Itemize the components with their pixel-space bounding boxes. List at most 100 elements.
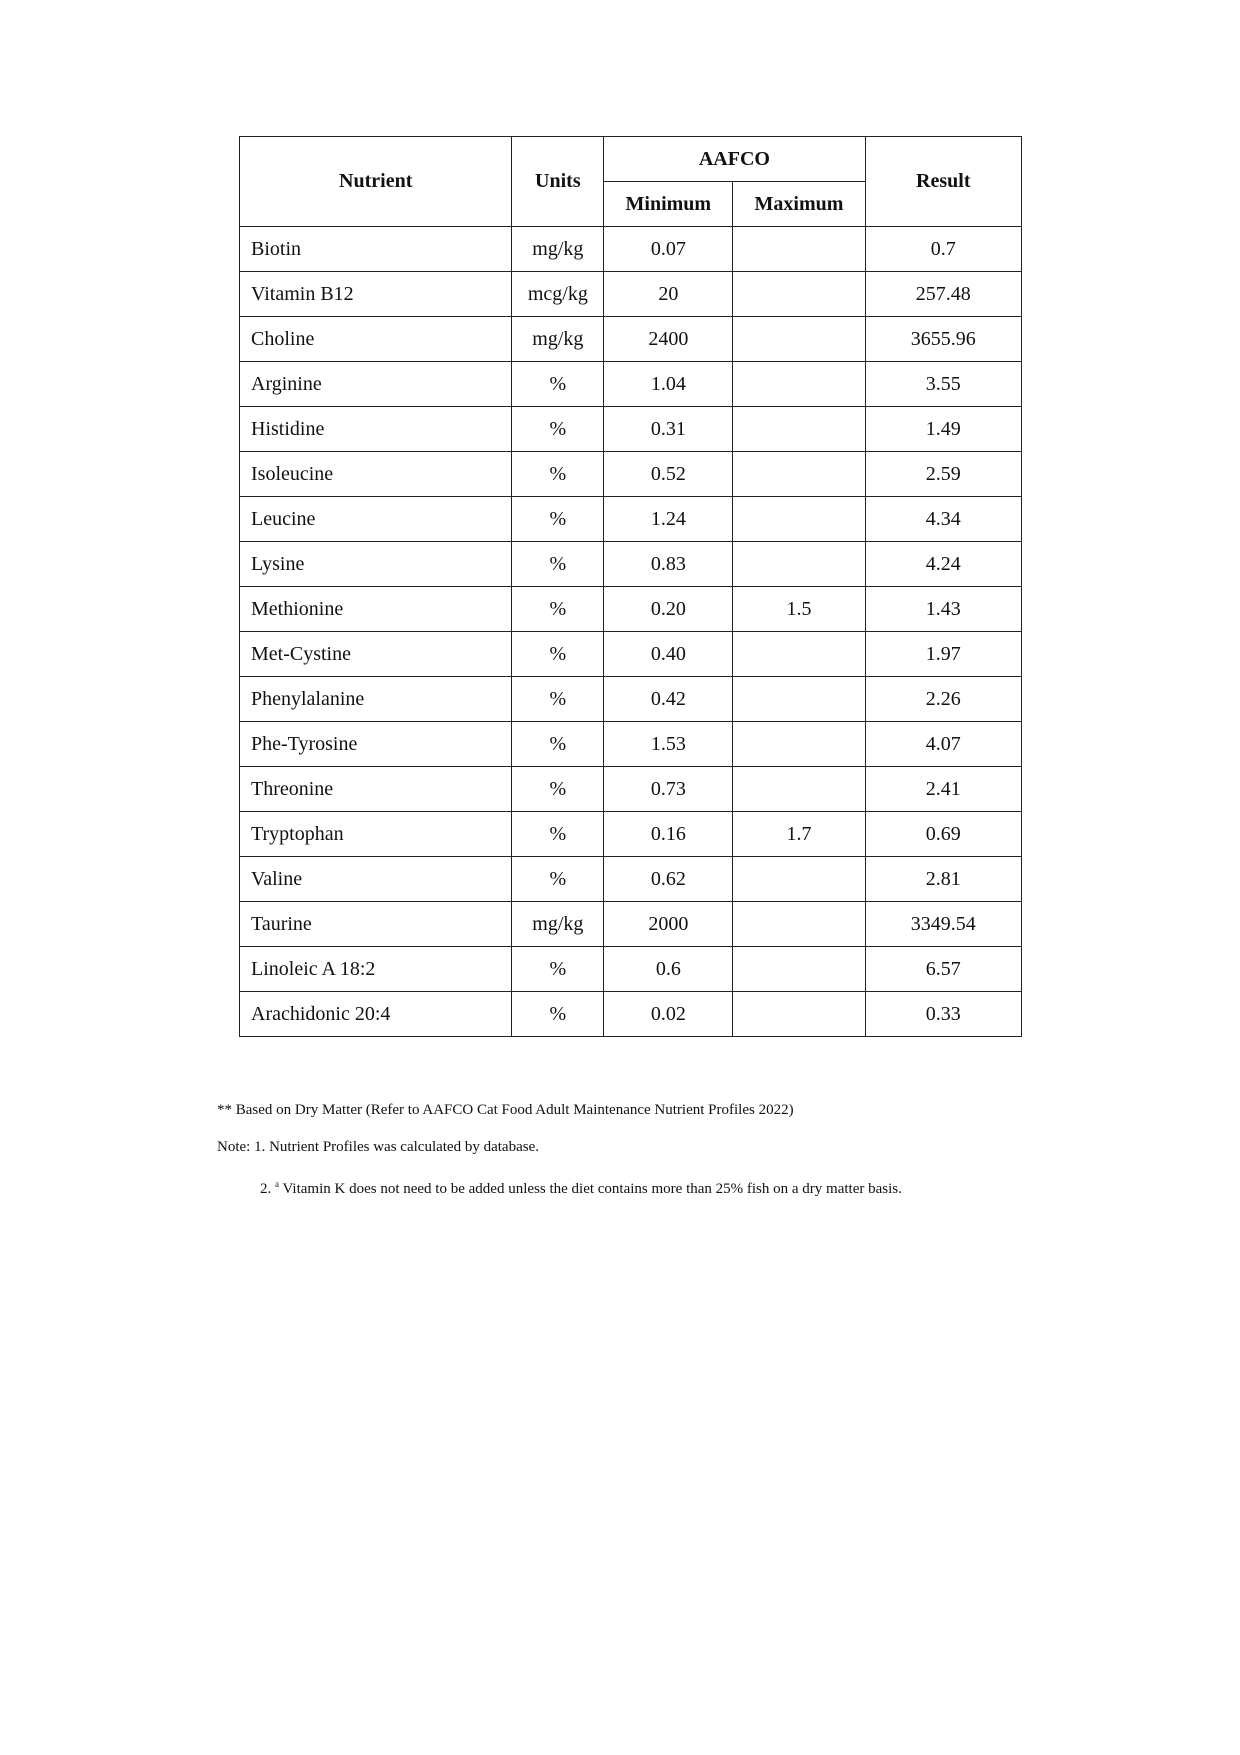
cell-nutrient: Histidine xyxy=(238,406,513,452)
cell-nutrient: Methionine xyxy=(238,586,513,632)
cell-result: 4.07 xyxy=(864,721,1023,767)
cell-nutrient: Choline xyxy=(238,316,513,362)
cell-minimum: 1.24 xyxy=(603,496,734,542)
table-row: Vitamin B12 mcg/kg 20 257.48 xyxy=(238,271,1023,317)
note-2-text: Vitamin K does not need to be added unle… xyxy=(282,1181,902,1197)
cell-units: % xyxy=(511,541,605,587)
cell-minimum: 2400 xyxy=(603,316,734,362)
cell-nutrient: Met-Cystine xyxy=(238,631,513,677)
cell-minimum: 0.02 xyxy=(603,991,734,1037)
cell-maximum xyxy=(732,946,866,992)
cell-minimum: 0.73 xyxy=(603,766,734,812)
cell-maximum xyxy=(732,226,866,272)
cell-result: 3349.54 xyxy=(864,901,1023,947)
cell-maximum xyxy=(732,991,866,1037)
table-row: Taurine mg/kg 2000 3349.54 xyxy=(238,901,1023,947)
footnotes: ** Based on Dry Matter (Refer to AAFCO C… xyxy=(217,1092,902,1208)
cell-maximum: 1.5 xyxy=(732,586,866,632)
cell-units: % xyxy=(511,631,605,677)
cell-units: % xyxy=(511,991,605,1037)
cell-nutrient: Tryptophan xyxy=(238,811,513,857)
cell-result: 2.81 xyxy=(864,856,1023,902)
cell-maximum xyxy=(732,676,866,722)
cell-maximum xyxy=(732,766,866,812)
table-row: Isoleucine% 0.52 2.59 xyxy=(238,451,1023,497)
table-row: Met-Cystine% 0.40 1.97 xyxy=(238,631,1023,677)
table-row: Tryptophan% 0.16 1.7 0.69 xyxy=(238,811,1023,857)
table-row: Leucine% 1.24 4.34 xyxy=(238,496,1023,542)
cell-result: 1.49 xyxy=(864,406,1023,452)
cell-units: mg/kg xyxy=(511,901,605,947)
cell-nutrient: Biotin xyxy=(238,226,513,272)
cell-nutrient: Threonine xyxy=(238,766,513,812)
cell-maximum xyxy=(732,631,866,677)
cell-result: 257.48 xyxy=(864,271,1023,317)
cell-minimum: 1.53 xyxy=(603,721,734,767)
cell-maximum xyxy=(732,856,866,902)
cell-minimum: 0.20 xyxy=(603,586,734,632)
cell-result: 3655.96 xyxy=(864,316,1023,362)
cell-minimum: 20 xyxy=(603,271,734,317)
cell-minimum: 0.31 xyxy=(603,406,734,452)
cell-units: % xyxy=(511,721,605,767)
cell-maximum xyxy=(732,316,866,362)
cell-units: mg/kg xyxy=(511,226,605,272)
table-row: Threonine% 0.73 2.41 xyxy=(238,766,1023,812)
cell-nutrient: Arginine xyxy=(238,361,513,407)
cell-units: % xyxy=(511,676,605,722)
cell-nutrient: Vitamin B12 xyxy=(238,271,513,317)
cell-result: 1.43 xyxy=(864,586,1023,632)
cell-maximum xyxy=(732,496,866,542)
cell-minimum: 0.16 xyxy=(603,811,734,857)
cell-nutrient: Taurine xyxy=(238,901,513,947)
note-1: Note: 1. Nutrient Profiles was calculate… xyxy=(217,1139,539,1155)
cell-result: 3.55 xyxy=(864,361,1023,407)
cell-units: % xyxy=(511,496,605,542)
cell-minimum: 0.62 xyxy=(603,856,734,902)
cell-result: 2.26 xyxy=(864,676,1023,722)
cell-units: mcg/kg xyxy=(511,271,605,317)
cell-nutrient: Arachidonic 20:4 xyxy=(238,991,513,1037)
cell-minimum: 0.07 xyxy=(603,226,734,272)
cell-maximum xyxy=(732,406,866,452)
cell-nutrient: Phe-Tyrosine xyxy=(238,721,513,767)
cell-result: 0.7 xyxy=(864,226,1023,272)
cell-nutrient: Valine xyxy=(238,856,513,902)
cell-nutrient: Lysine xyxy=(238,541,513,587)
table-row: Valine% 0.62 2.81 xyxy=(238,856,1023,902)
note-2: 2. a Vitamin K does not need to be added… xyxy=(217,1166,902,1208)
cell-units: % xyxy=(511,451,605,497)
cell-result: 0.33 xyxy=(864,991,1023,1037)
header-units: Units xyxy=(511,136,605,227)
table-row: Histidine% 0.31 1.49 xyxy=(238,406,1023,452)
table-row: Arachidonic 20:4% 0.02 0.33 xyxy=(238,991,1023,1037)
table-row: Arginine% 1.04 3.55 xyxy=(238,361,1023,407)
cell-result: 2.59 xyxy=(864,451,1023,497)
cell-minimum: 0.42 xyxy=(603,676,734,722)
cell-minimum: 0.83 xyxy=(603,541,734,587)
cell-result: 0.69 xyxy=(864,811,1023,857)
note-2-superscript: a xyxy=(275,1179,279,1189)
cell-minimum: 0.6 xyxy=(603,946,734,992)
cell-maximum xyxy=(732,541,866,587)
cell-maximum xyxy=(732,901,866,947)
cell-nutrient: Isoleucine xyxy=(238,451,513,497)
cell-units: % xyxy=(511,406,605,452)
header-minimum: Minimum xyxy=(603,181,734,227)
cell-nutrient: Phenylalanine xyxy=(238,676,513,722)
table-row: Choline mg/kg 2400 3655.96 xyxy=(238,316,1023,362)
cell-result: 2.41 xyxy=(864,766,1023,812)
nutrient-table: Nutrient Units AAFCO Result Minimum Maxi… xyxy=(238,136,1023,1037)
cell-maximum xyxy=(732,361,866,407)
cell-minimum: 1.04 xyxy=(603,361,734,407)
table-row: Lysine% 0.83 4.24 xyxy=(238,541,1023,587)
header-result: Result xyxy=(864,136,1023,227)
header-nutrient: Nutrient xyxy=(238,136,513,227)
cell-minimum: 0.40 xyxy=(603,631,734,677)
header-maximum: Maximum xyxy=(732,181,866,227)
cell-units: % xyxy=(511,766,605,812)
cell-result: 6.57 xyxy=(864,946,1023,992)
cell-maximum: 1.7 xyxy=(732,811,866,857)
cell-units: % xyxy=(511,361,605,407)
table-row: Linoleic A 18:2% 0.6 6.57 xyxy=(238,946,1023,992)
